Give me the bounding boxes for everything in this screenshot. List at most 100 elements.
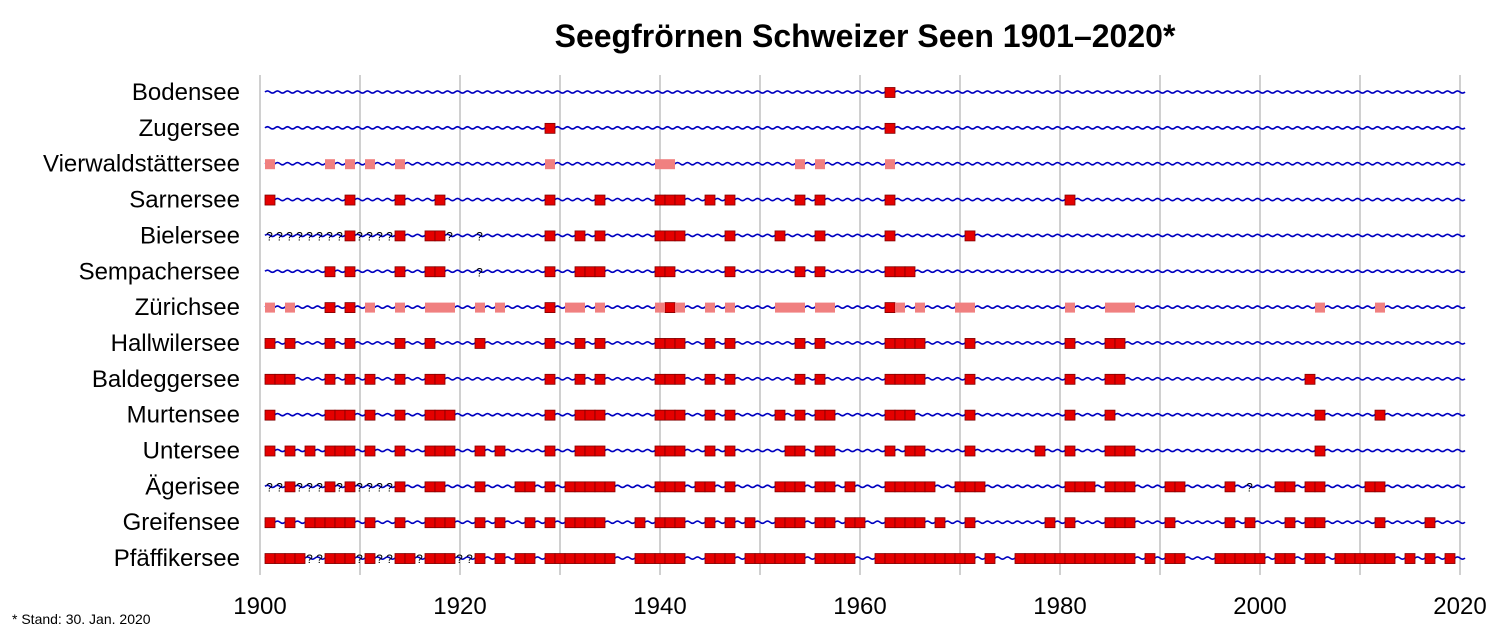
frozen-marker — [924, 481, 936, 493]
frozen-marker — [974, 481, 986, 493]
frozen-marker — [544, 481, 556, 493]
partial-frozen-marker — [365, 159, 375, 170]
frozen-marker — [1064, 553, 1076, 564]
partial-frozen-marker — [395, 302, 405, 313]
frozen-marker — [1304, 553, 1316, 564]
unknown-marker: ? — [266, 229, 273, 243]
frozen-marker — [1224, 553, 1236, 564]
frozen-marker — [1114, 445, 1126, 457]
frozen-marker — [1304, 481, 1316, 493]
frozen-marker — [424, 230, 436, 242]
frozen-marker — [654, 266, 666, 278]
frozen-marker — [394, 517, 406, 529]
frozen-marker — [884, 266, 896, 278]
frozen-marker — [1064, 445, 1076, 457]
frozen-marker — [844, 517, 856, 529]
frozen-marker — [724, 373, 736, 385]
frozen-marker — [654, 373, 666, 385]
partial-frozen-marker — [395, 159, 405, 170]
frozen-marker — [1024, 553, 1036, 564]
frozen-marker — [904, 338, 916, 349]
frozen-marker — [394, 409, 406, 421]
frozen-marker — [894, 481, 906, 493]
frozen-marker — [1064, 517, 1076, 529]
frozen-marker — [904, 553, 916, 564]
frozen-marker — [494, 553, 506, 564]
frozen-marker — [434, 230, 446, 242]
frozen-marker — [674, 409, 686, 421]
frozen-marker — [894, 266, 906, 278]
frozen-marker — [394, 373, 406, 385]
frozen-marker — [1084, 553, 1096, 564]
lake-wave-line — [264, 125, 1466, 130]
frozen-marker — [664, 373, 676, 385]
frozen-marker — [634, 553, 646, 564]
x-tick-label: 1920 — [433, 593, 486, 620]
frozen-marker — [1424, 517, 1436, 529]
frozen-marker — [434, 409, 446, 421]
frozen-marker — [574, 481, 586, 493]
frozen-marker — [834, 553, 846, 564]
frozen-marker — [704, 553, 716, 564]
frozen-marker — [1284, 481, 1296, 493]
frozen-marker — [814, 194, 826, 206]
unknown-marker: ? — [326, 229, 333, 243]
frozen-marker — [654, 409, 666, 421]
unknown-marker: ? — [476, 229, 483, 243]
frozen-marker — [434, 373, 446, 385]
frozen-marker — [1354, 553, 1366, 564]
frozen-marker — [334, 409, 346, 421]
frozen-marker — [334, 553, 346, 564]
frozen-marker — [884, 409, 896, 421]
frozen-marker — [1114, 373, 1126, 385]
frozen-marker — [424, 409, 436, 421]
partial-frozen-marker — [785, 302, 795, 313]
frozen-marker — [824, 553, 836, 564]
frozen-marker — [544, 194, 556, 206]
unknown-marker: ? — [276, 480, 283, 494]
frozen-marker — [724, 517, 736, 529]
x-tick-label: 2020 — [1433, 593, 1486, 620]
frozen-marker — [884, 194, 896, 206]
lake-label: Murtensee — [127, 402, 240, 429]
frozen-marker — [674, 230, 686, 242]
frozen-marker — [1014, 553, 1026, 564]
frozen-marker — [884, 338, 896, 349]
frozen-marker — [344, 266, 356, 278]
frozen-marker — [814, 517, 826, 529]
unknown-marker: ? — [386, 552, 393, 566]
frozen-marker — [724, 194, 736, 206]
frozen-marker — [724, 553, 736, 564]
frozen-marker — [394, 338, 406, 349]
frozen-marker — [524, 553, 536, 564]
partial-frozen-marker — [1065, 302, 1075, 313]
frozen-marker — [264, 445, 276, 457]
unknown-marker: ? — [366, 229, 373, 243]
frozen-marker — [964, 373, 976, 385]
partial-frozen-marker — [795, 159, 805, 170]
frozen-marker — [1174, 553, 1186, 564]
frozen-marker — [674, 517, 686, 529]
frozen-marker — [954, 481, 966, 493]
frozen-marker — [334, 517, 346, 529]
frozen-marker — [1374, 553, 1386, 564]
frozen-marker — [1074, 481, 1086, 493]
frozen-marker — [654, 338, 666, 349]
partial-frozen-marker — [675, 302, 685, 313]
frozen-marker — [284, 481, 296, 493]
frozen-marker — [1334, 553, 1346, 564]
frozen-marker — [364, 409, 376, 421]
partial-frozen-marker — [725, 302, 735, 313]
frozen-marker — [914, 373, 926, 385]
frozen-marker — [474, 553, 486, 564]
frozen-marker — [324, 409, 336, 421]
partial-frozen-marker — [665, 159, 675, 170]
partial-frozen-marker — [365, 302, 375, 313]
frozen-marker — [364, 553, 376, 564]
frozen-marker — [324, 338, 336, 349]
frozen-marker — [1314, 481, 1326, 493]
frozen-marker — [434, 517, 446, 529]
frozen-marker — [1424, 553, 1436, 564]
frozen-marker — [644, 553, 656, 564]
partial-frozen-marker — [815, 302, 825, 313]
